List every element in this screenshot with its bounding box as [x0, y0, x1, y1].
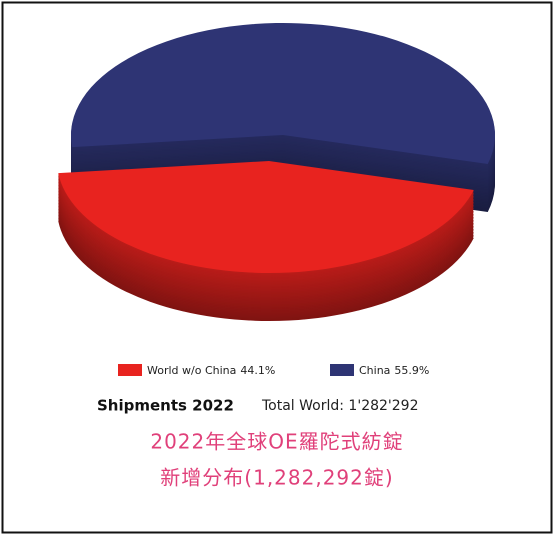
legend-category: China — [359, 364, 390, 377]
legend-swatch — [118, 364, 142, 376]
caption-line: 2022年全球OE羅陀式紡錠 — [150, 430, 403, 454]
slice — [71, 23, 496, 164]
caption-line: 新增分布(1,282,292錠) — [160, 466, 393, 490]
legend: World w/o China 44.1% China 55.9% — [118, 364, 429, 377]
footer-right: Total World: 1'282'292 — [261, 398, 418, 414]
legend-value: 55.9% — [394, 364, 429, 377]
legend-category: World w/o China — [147, 364, 236, 377]
footer-left: Shipments 2022 — [97, 397, 234, 415]
pie — [58, 23, 496, 322]
legend-label: China 55.9% — [359, 364, 429, 377]
legend-value: 44.1% — [240, 364, 275, 377]
legend-label: World w/o China 44.1% — [147, 364, 275, 377]
legend-swatch — [330, 364, 354, 376]
slice — [58, 161, 474, 274]
